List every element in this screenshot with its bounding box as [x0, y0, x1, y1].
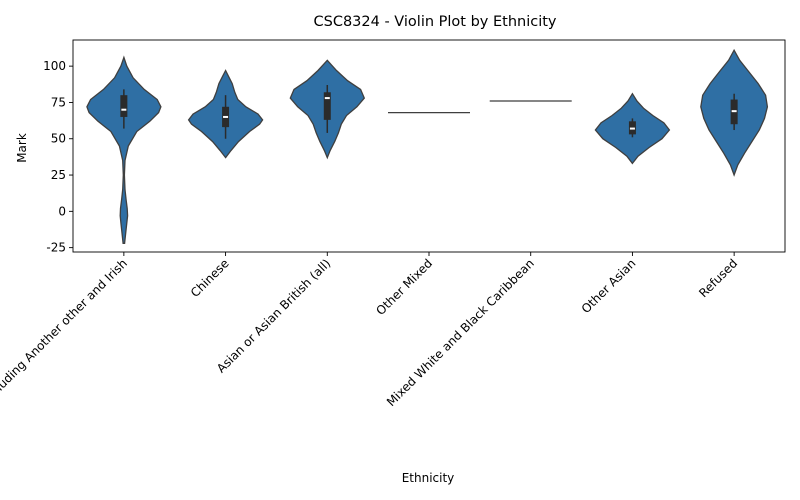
x-tick-label: Asian or Asian British (all)	[214, 256, 333, 375]
y-tick-label: 75	[51, 95, 66, 109]
axes-frame	[72, 39, 786, 253]
violin-median	[629, 127, 635, 130]
y-tick-label: 50	[51, 132, 66, 146]
violin-iqr-box	[323, 92, 331, 120]
violin-iqr-box	[120, 95, 128, 117]
x-axis-label: Ethnicity	[402, 471, 455, 485]
y-axis-label: Mark	[15, 133, 29, 163]
y-tick-label: 0	[58, 204, 66, 218]
violin-median	[324, 97, 330, 100]
violin-median	[731, 110, 737, 113]
y-tick-label: 25	[51, 168, 66, 182]
x-tick-label: White including Another other and Irish	[0, 256, 130, 433]
x-tick-label: Refused	[696, 256, 740, 300]
violin-median	[223, 115, 229, 118]
x-tick-label: Other Mixed	[373, 256, 435, 318]
violin-body	[86, 55, 162, 244]
x-tick-label: Other Asian	[579, 256, 639, 316]
chart-title: CSC8324 - Violin Plot by Ethnicity	[313, 14, 556, 30]
x-tick-label: Chinese	[188, 256, 232, 300]
plot-area: -25 0 25 50 75 100 White including Another oth…	[0, 39, 786, 433]
y-tick-label: 100	[43, 59, 66, 73]
y-tick-label: -25	[46, 241, 66, 255]
violin-median	[121, 108, 127, 111]
